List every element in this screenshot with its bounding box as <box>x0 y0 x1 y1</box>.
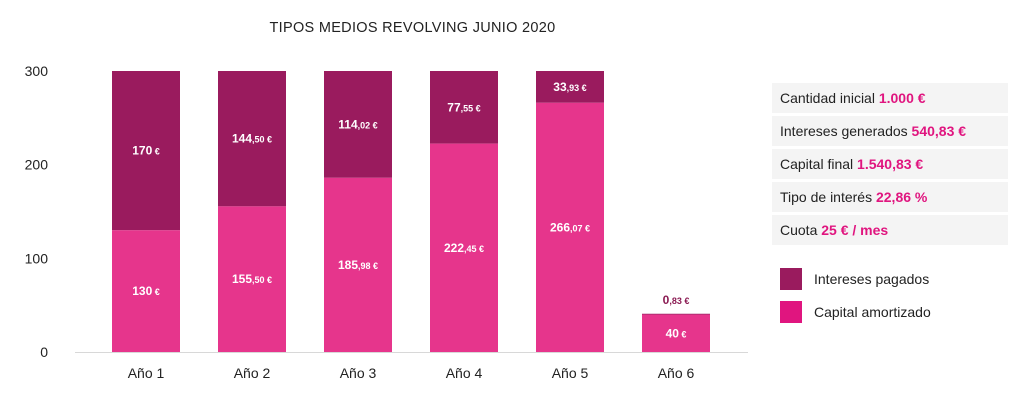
info-label: Cuota <box>780 222 822 238</box>
bar-label-capital: 155,50 € <box>232 272 272 286</box>
legend-label: Capital amortizado <box>814 304 931 320</box>
info-value: 1.000 € <box>878 90 926 106</box>
bar-label-capital: 266,07 € <box>550 220 590 234</box>
bar-segment-intereses <box>218 71 286 207</box>
x-tick-label: Año 3 <box>340 365 377 381</box>
bar-label-capital: 40 € <box>666 326 687 340</box>
y-tick-label: 300 <box>25 63 49 79</box>
info-row: Cuota 25 € / mes <box>772 215 1008 245</box>
info-label: Cantidad inicial <box>780 90 879 106</box>
bar-segment-intereses <box>430 71 498 144</box>
bar-segment-intereses <box>324 71 392 178</box>
bar-label-intereses: 114,02 € <box>338 117 377 131</box>
bar-segment-capital <box>324 177 392 352</box>
bar-segment-intereses <box>642 313 710 315</box>
bar-label-intereses: 170 € <box>132 144 160 158</box>
bar-segment-capital <box>430 143 498 352</box>
legend-swatch <box>780 301 802 323</box>
bar-segment-capital <box>642 314 710 352</box>
bar-label-intereses: 33,93 € <box>553 80 586 94</box>
bar-label-intereses: 77,55 € <box>447 100 480 114</box>
info-value: 540,83 € <box>911 123 967 139</box>
x-tick-label: Año 5 <box>552 365 589 381</box>
x-tick-label: Año 2 <box>234 365 271 381</box>
x-tick-label: Año 4 <box>446 365 483 381</box>
bar-label-capital: 185,98 € <box>338 258 378 272</box>
bar-label-capital: 222,45 € <box>444 241 484 255</box>
chart-title: TIPOS MEDIOS REVOLVING JUNIO 2020 <box>269 20 556 36</box>
bar-label-capital: 130 € <box>132 284 160 298</box>
info-value: 1.540,83 € <box>857 156 924 172</box>
legend-item: Capital amortizado <box>780 301 931 323</box>
info-value: 22,86 % <box>875 189 928 205</box>
legend-swatch <box>780 268 802 290</box>
legend-item: Intereses pagados <box>780 268 929 290</box>
info-label: Capital final <box>780 156 858 172</box>
bar-label-intereses: 144,50 € <box>232 132 272 146</box>
info-value: 25 € / mes <box>821 222 889 238</box>
bar-segment-intereses <box>112 71 180 231</box>
info-row: Intereses generados 540,83 € <box>772 116 1008 146</box>
legend-label: Intereses pagados <box>814 271 930 287</box>
bar-segment-capital <box>536 102 604 352</box>
y-tick-label: 200 <box>25 157 49 173</box>
info-row: Capital final 1.540,83 € <box>772 149 1008 179</box>
info-row: Tipo de interés 22,86 % <box>772 182 1008 212</box>
bar-segment-intereses <box>536 71 604 103</box>
bar-segment-capital <box>112 230 180 352</box>
x-tick-label: Año 1 <box>128 365 165 381</box>
info-label: Tipo de interés <box>780 189 876 205</box>
info-label: Intereses generados <box>780 123 912 139</box>
bar-segment-capital <box>218 206 286 352</box>
y-tick-label: 100 <box>25 250 49 266</box>
y-tick-label: 0 <box>40 344 48 360</box>
x-tick-label: Año 6 <box>658 365 695 381</box>
stacked-bar-chart: 0 100 200 300 130 € 170 € Año 1 155,50 € 144,50 … <box>25 63 748 381</box>
bar-label-intereses: 0,83 € <box>663 293 690 307</box>
info-row: Cantidad inicial 1.000 € <box>772 83 1008 113</box>
